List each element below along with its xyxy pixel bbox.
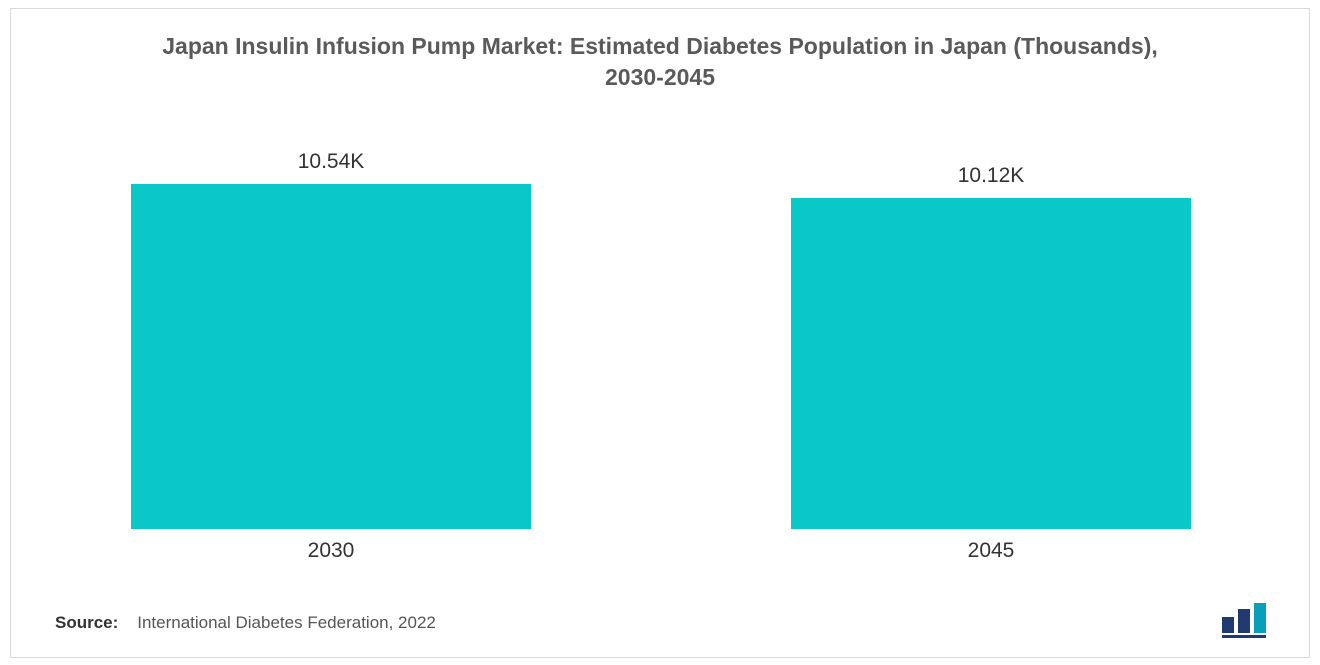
- brand-logo-svg: [1219, 603, 1279, 639]
- source-line: Source: International Diabetes Federatio…: [55, 613, 436, 633]
- brand-logo: [1219, 603, 1279, 639]
- bar-value-label: 10.12K: [791, 164, 1191, 198]
- chart-title-line1: Japan Insulin Infusion Pump Market: Esti…: [162, 33, 1158, 59]
- chart-title-line2: 2030-2045: [605, 64, 715, 90]
- chart-title: Japan Insulin Infusion Pump Market: Esti…: [11, 31, 1309, 93]
- source-gap: [123, 613, 132, 632]
- bar-x-label: 2030: [131, 529, 531, 563]
- bar-1: [791, 198, 1191, 529]
- bar-value-label: 10.54K: [131, 150, 531, 184]
- plot-area: 10.54K 2030 10.12K 2045: [131, 169, 1191, 529]
- source-label: Source:: [55, 613, 118, 632]
- bar-0: [131, 184, 531, 529]
- bar-x-label: 2045: [791, 529, 1191, 563]
- source-text: International Diabetes Federation, 2022: [137, 613, 436, 632]
- chart-container: Japan Insulin Infusion Pump Market: Esti…: [10, 8, 1310, 658]
